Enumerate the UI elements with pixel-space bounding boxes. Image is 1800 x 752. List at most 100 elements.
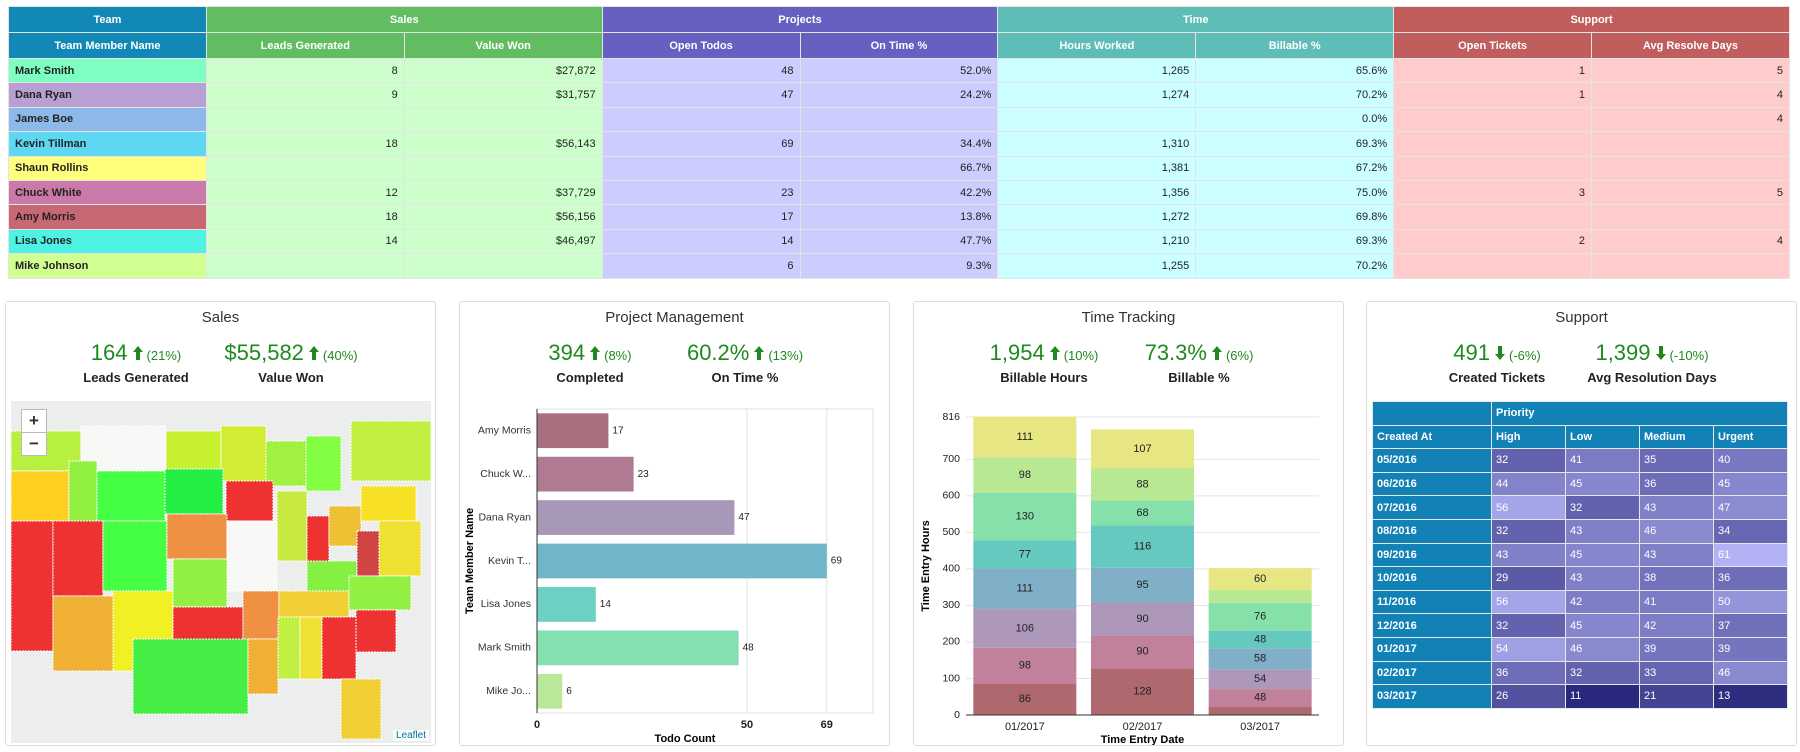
zoom-out[interactable]: − <box>21 432 47 456</box>
panel-title: Sales <box>201 309 240 326</box>
heat-cell: 42 <box>1639 613 1714 638</box>
metric-cell: 47 <box>601 82 801 108</box>
metric-cell: 1,255 <box>997 253 1197 279</box>
member-name: Shaun Rollins <box>8 155 207 181</box>
state-region <box>172 606 244 640</box>
metric-cell <box>1591 131 1790 157</box>
segment-value-label: 107 <box>1133 443 1151 455</box>
metric-cell: 70.2% <box>1195 253 1395 279</box>
heat-cell: 36 <box>1713 566 1788 591</box>
state-region <box>172 558 228 608</box>
heat-cell: 42 <box>1565 589 1640 615</box>
segment-value-label: 128 <box>1133 686 1151 698</box>
todo-chart: 0 50 69 17 Amy Morris 23 Chuck W... 47 Dana Ryan… <box>464 408 874 745</box>
heat-cell: 32 <box>1491 448 1566 473</box>
metric-cell: 24.2% <box>799 82 999 108</box>
kpi: 491 (-6%) Created Tickets <box>1412 340 1582 385</box>
metric-cell: 18 <box>205 204 405 230</box>
metric-cell <box>601 155 801 181</box>
metric-cell: 0.0% <box>1195 106 1395 133</box>
column-header: Hours Worked <box>997 32 1197 59</box>
metric-cell: 23 <box>601 179 801 206</box>
metric-cell: 4 <box>1591 106 1790 133</box>
data-row: 10/2016 29 43 38 36 <box>1372 566 1788 591</box>
heat-cell: 46 <box>1713 660 1788 686</box>
kpi-change: (13%) <box>768 348 804 363</box>
state-region <box>220 425 267 482</box>
heat-cell: 47 <box>1713 495 1788 520</box>
panel-title: Support <box>1555 309 1608 326</box>
y-tick-label: Amy Morris <box>478 424 531 436</box>
data-row: 09/2016 43 45 43 61 <box>1372 542 1788 568</box>
member-name: Chuck White <box>8 179 207 206</box>
metric-cell: 4 <box>1591 82 1790 108</box>
zoom-in[interactable]: + <box>21 409 47 433</box>
state-region <box>96 470 166 522</box>
group-header: Team <box>8 6 207 33</box>
team-row: James Boe 0.0% 4 <box>8 106 1790 133</box>
bar-value-label: 48 <box>743 642 755 653</box>
arrow-shape <box>1655 346 1666 360</box>
bar <box>537 500 735 535</box>
state-region <box>68 460 98 532</box>
segment-value-label: 48 <box>1254 633 1266 645</box>
metric-cell: 1 <box>1393 82 1592 108</box>
heat-cell: 54 <box>1491 636 1566 662</box>
heat-cell: 13 <box>1713 684 1788 709</box>
metric-cell: $46,497 <box>403 228 603 255</box>
member-name: Kevin Tillman <box>8 131 207 157</box>
kpi-row: 1,954 (10%) <box>959 340 1129 366</box>
trend-arrow <box>308 346 319 360</box>
metric-cell <box>403 106 603 133</box>
metric-cell <box>1393 204 1592 230</box>
x-tick-label: 50 <box>741 719 753 731</box>
state-region <box>360 485 417 522</box>
segment-value-label: 90 <box>1136 613 1148 625</box>
column-header: Value Won <box>403 32 603 59</box>
state-region <box>278 590 350 618</box>
arrow-shape <box>754 346 765 360</box>
header-row: Created At High Low Medium Urgent <box>1372 424 1788 450</box>
project-panel: 0 50 69 17 Amy Morris 23 Chuck W... 47 Dana Ryan… <box>459 301 890 746</box>
team-row: Shaun Rollins 66.7% 1,381 67.2% <box>8 155 1790 181</box>
metric-cell: 1,210 <box>997 228 1197 255</box>
kpi-change: (-10%) <box>1669 348 1709 363</box>
metric-cell: 1,274 <box>997 82 1197 108</box>
x-axis-title: Todo Count <box>655 733 716 745</box>
x-tick-label: 03/2017 <box>1240 721 1280 733</box>
kpi: 1,399 (-10%) Avg Resolution Days <box>1567 340 1737 385</box>
heat-cell: 40 <box>1713 448 1788 473</box>
data-row: 07/2016 56 32 43 47 <box>1372 495 1788 520</box>
column-header: Low <box>1565 424 1640 450</box>
heat-cell: 56 <box>1491 589 1566 615</box>
heat-cell: 43 <box>1565 518 1640 544</box>
y-tick-label: 600 <box>942 490 960 502</box>
kpi-change: (40%) <box>322 348 358 363</box>
metric-cell <box>205 253 405 279</box>
segment-value-label: 54 <box>1254 673 1266 685</box>
heat-cell: 35 <box>1639 448 1714 473</box>
heat-cell: 43 <box>1565 566 1640 591</box>
row-header: 05/2016 <box>1372 448 1492 473</box>
metric-cell: 1,356 <box>997 179 1197 206</box>
state-region <box>348 575 412 611</box>
metric-cell: 9 <box>205 82 405 108</box>
row-header: 02/2017 <box>1372 660 1492 686</box>
map-attribution[interactable]: Leaflet <box>392 730 429 741</box>
bar-value-label: 23 <box>638 469 650 480</box>
metric-cell: 17 <box>601 204 801 230</box>
kpi-value: 1,399 <box>1595 340 1651 365</box>
heat-cell: 38 <box>1639 566 1714 591</box>
row-header: 12/2016 <box>1372 613 1492 638</box>
metric-cell: 75.0% <box>1195 179 1395 206</box>
metric-cell: 1,272 <box>997 204 1197 230</box>
kpi-value: $55,582 <box>224 340 304 365</box>
column-header: High <box>1491 424 1566 450</box>
y-tick-label: 700 <box>942 453 960 465</box>
segment-value-label: 90 <box>1136 646 1148 658</box>
state-region <box>247 638 279 695</box>
row-header: 10/2016 <box>1372 566 1492 591</box>
bar-segment <box>1091 567 1194 603</box>
metric-cell: 5 <box>1591 179 1790 206</box>
heat-cell: 32 <box>1565 660 1640 686</box>
